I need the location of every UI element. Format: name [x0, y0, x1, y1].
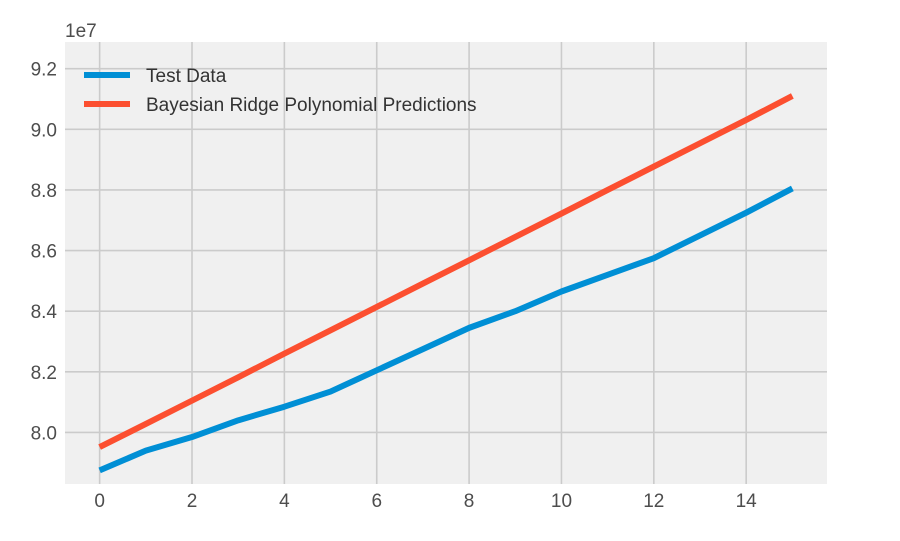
grid-lines	[65, 42, 827, 484]
legend-label: Bayesian Ridge Polynomial Predictions	[146, 95, 477, 116]
x-tick-label: 10	[551, 491, 572, 512]
series-test-data	[98, 185, 794, 474]
y-tick-label: 9.0	[31, 120, 57, 141]
y-offset-label: 1e7	[65, 21, 97, 42]
y-tick-label: 8.8	[31, 181, 57, 202]
y-tick-label: 8.2	[31, 363, 57, 384]
series-layer	[98, 93, 794, 474]
y-tick-label: 8.6	[31, 242, 57, 263]
legend-label: Test Data	[146, 66, 227, 87]
y-tick-label: 8.0	[31, 423, 57, 444]
y-tick-label: 9.2	[31, 60, 57, 81]
x-tick-label: 8	[464, 491, 475, 512]
x-tick-label: 12	[643, 491, 664, 512]
series-line	[98, 185, 794, 474]
y-tick-labels: 8.0 8.2 8.4 8.6 8.8 9.0 9.2	[31, 60, 58, 445]
x-tick-label: 6	[371, 491, 382, 512]
x-tick-label: 4	[279, 491, 290, 512]
series-line	[98, 93, 794, 450]
legend-item: Test Data	[84, 66, 227, 87]
x-tick-labels: 0 2 4 6 8 10 12 14	[94, 491, 757, 512]
y-tick-label: 8.4	[31, 302, 58, 323]
x-tick-label: 0	[94, 491, 105, 512]
x-tick-label: 14	[736, 491, 758, 512]
legend: Test Data Bayesian Ridge Polynomial Predi…	[84, 66, 477, 116]
series-bayesian-ridge-predictions	[98, 93, 794, 450]
x-tick-label: 2	[187, 491, 198, 512]
legend-item: Bayesian Ridge Polynomial Predictions	[84, 95, 477, 116]
